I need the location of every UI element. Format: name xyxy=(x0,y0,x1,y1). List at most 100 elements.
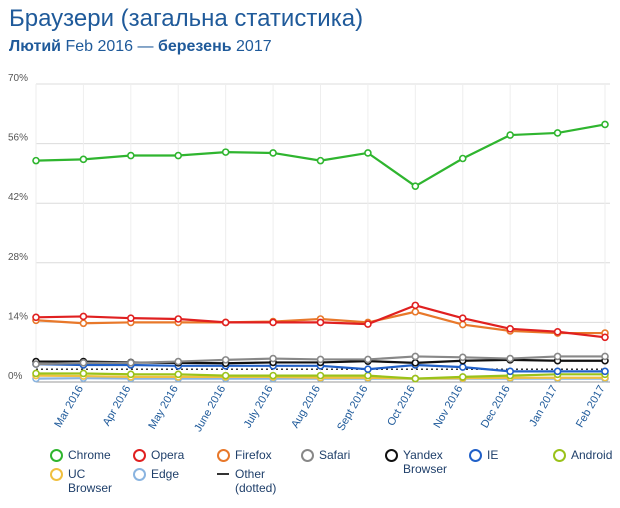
data-point-opera xyxy=(458,314,467,322)
x-tick-label: Aug 2016 xyxy=(289,384,323,431)
data-point-chrome xyxy=(506,131,514,139)
data-point-chrome xyxy=(601,120,609,129)
data-point-chrome xyxy=(269,149,277,157)
x-tick-label: Oct 2016 xyxy=(385,384,418,429)
legend-label: Firefox xyxy=(235,448,272,462)
data-point-chrome xyxy=(411,182,420,190)
legend-label: UC Browser xyxy=(68,467,113,495)
data-point-opera xyxy=(411,301,420,310)
data-point-ie xyxy=(553,367,562,376)
x-tick-label: Feb 2017 xyxy=(574,384,608,430)
legend-marker-icon xyxy=(301,449,314,462)
legend-label: Safari xyxy=(319,448,351,462)
data-point-ie xyxy=(458,363,467,371)
x-tick-label: Jan 2017 xyxy=(527,384,560,429)
data-point-safari xyxy=(269,354,277,363)
legend-label: Opera xyxy=(151,448,185,462)
legend-marker-icon xyxy=(133,449,146,462)
data-point-opera xyxy=(364,320,372,328)
data-point-opera xyxy=(506,324,514,333)
legend-label-line2: Browser xyxy=(403,462,448,476)
x-tick-label: Apr 2016 xyxy=(101,384,134,429)
legend-label: Yandex Browser xyxy=(403,448,448,476)
y-tick-label: 14% xyxy=(8,311,28,322)
data-point-android xyxy=(32,369,40,378)
legend-label: Edge xyxy=(151,467,180,481)
legend-marker-icon xyxy=(217,449,230,462)
data-point-safari xyxy=(553,352,562,361)
data-point-android xyxy=(269,371,277,380)
chart-legend: Chrome Opera Firefox Safari Yandex Browser IE A… xyxy=(0,440,620,508)
data-point-android xyxy=(174,370,183,379)
data-point-android xyxy=(364,371,372,380)
data-point-firefox xyxy=(458,320,467,329)
data-point-yandex-browser xyxy=(411,359,420,367)
x-tick-label: Sept 2016 xyxy=(335,384,370,433)
data-point-android xyxy=(221,371,230,380)
data-point-safari xyxy=(364,355,372,364)
data-point-firefox xyxy=(411,307,420,316)
subtitle-end-month-ua: березень xyxy=(157,38,232,55)
legend-marker-icon xyxy=(133,468,146,481)
legend-marker-icon xyxy=(469,449,482,462)
data-point-chrome xyxy=(364,149,372,157)
subtitle-end-year: 2017 xyxy=(236,38,272,55)
legend-marker-icon xyxy=(50,449,63,462)
data-point-android xyxy=(316,371,325,380)
data-point-safari xyxy=(458,353,467,362)
x-tick-label: May 2016 xyxy=(146,384,181,432)
data-point-android xyxy=(458,373,467,381)
data-point-opera xyxy=(221,318,230,327)
legend-label-line2: Browser xyxy=(68,481,113,495)
data-point-safari xyxy=(79,359,88,367)
data-point-safari xyxy=(127,359,135,367)
data-point-opera xyxy=(553,327,562,336)
data-point-firefox xyxy=(79,319,88,328)
x-tick-label: Mar 2016 xyxy=(52,384,86,430)
data-point-opera xyxy=(79,312,88,321)
data-point-safari xyxy=(601,352,609,361)
data-point-chrome xyxy=(32,156,40,165)
data-point-safari xyxy=(316,355,325,364)
data-point-ie xyxy=(601,367,609,376)
x-tick-label: Nov 2016 xyxy=(431,384,465,431)
y-tick-label: 42% xyxy=(8,192,28,203)
subtitle-start: Feb 2016 — xyxy=(65,38,154,55)
data-point-ie xyxy=(364,365,372,374)
data-point-chrome xyxy=(127,151,135,160)
data-point-opera xyxy=(601,333,609,342)
data-point-chrome xyxy=(174,151,183,160)
y-tick-label: 70% xyxy=(8,73,28,84)
data-point-chrome xyxy=(79,155,88,164)
data-point-opera xyxy=(127,314,135,322)
data-point-opera xyxy=(174,315,183,323)
data-point-chrome xyxy=(458,154,467,163)
line-chart: 0% 14% 28% 42% 56% 70% Mar 2016 Apr 2016 May 201… xyxy=(8,73,610,434)
x-tick-label: July 2016 xyxy=(242,384,276,431)
y-tick-label: 56% xyxy=(8,133,28,144)
legend-marker-icon xyxy=(385,449,398,462)
data-point-opera xyxy=(32,313,40,322)
legend-marker-icon xyxy=(50,468,63,481)
data-point-safari xyxy=(411,352,420,361)
data-point-chrome xyxy=(221,148,230,156)
data-point-safari xyxy=(221,356,230,364)
chart-title: Браузери (загальна статистика) xyxy=(9,5,364,32)
data-point-safari xyxy=(32,360,40,368)
data-point-android xyxy=(79,369,88,378)
data-point-android xyxy=(411,374,420,383)
data-point-safari xyxy=(174,357,183,366)
data-point-safari xyxy=(506,354,514,363)
data-point-ie xyxy=(506,367,514,376)
data-point-chrome xyxy=(316,156,325,165)
chart-subtitle: Лютий Feb 2016 — березень 2017 xyxy=(9,38,272,56)
legend-marker-icon xyxy=(553,449,566,462)
legend-label-line2: (dotted) xyxy=(235,481,277,495)
data-point-chrome xyxy=(553,129,562,137)
data-point-android xyxy=(127,370,135,379)
y-tick-label: 28% xyxy=(8,252,28,263)
data-point-opera xyxy=(316,318,325,327)
y-tick-label: 0% xyxy=(8,371,23,382)
legend-label: Android xyxy=(571,448,613,462)
legend-label: Chrome xyxy=(68,448,111,462)
